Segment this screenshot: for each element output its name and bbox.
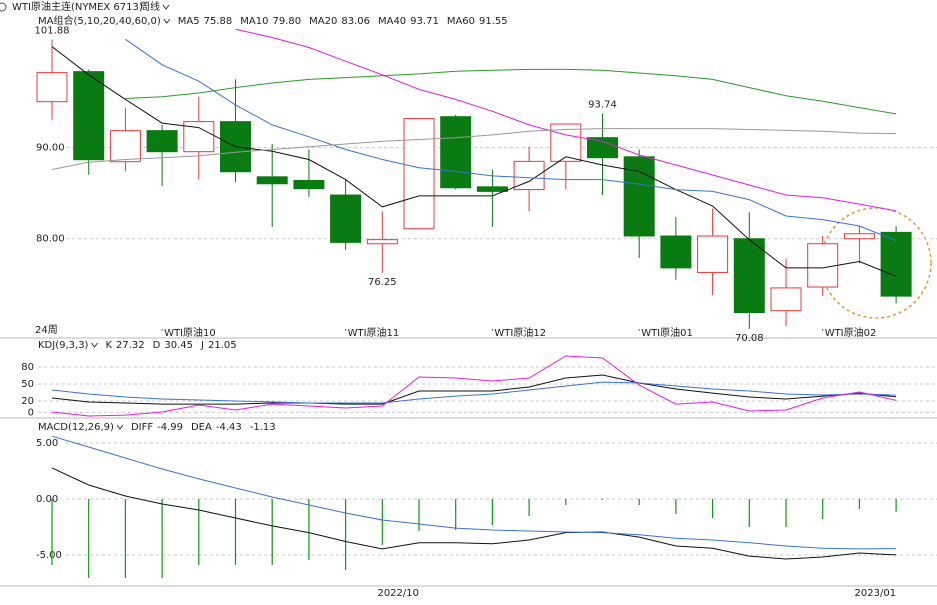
y-tick-label: 0 xyxy=(28,407,34,418)
price-annotation: 101.88 xyxy=(35,26,70,37)
candle-body xyxy=(733,238,765,314)
legend-name: J xyxy=(200,340,204,351)
legend-value: 21.05 xyxy=(208,340,237,351)
x-tick-label: WTI原油11 xyxy=(348,326,400,339)
period-count: 24周 xyxy=(35,324,58,336)
legend-value: 30.45 xyxy=(164,340,193,351)
legend-name: DIFF xyxy=(131,422,153,433)
candle-body xyxy=(623,156,655,237)
legend-value: 79.80 xyxy=(272,16,301,27)
indicator-title[interactable]: KDJ(9,3,3) xyxy=(38,340,89,351)
menu-icon[interactable] xyxy=(0,2,7,12)
legend-name: MA5 xyxy=(178,16,200,27)
y-tick-label: 80.00 xyxy=(36,234,65,245)
legend-name: MA60 xyxy=(447,16,475,27)
x-tick-label: 2023/01 xyxy=(855,588,897,599)
legend-value: 75.88 xyxy=(204,16,233,27)
y-tick-label: 5.00 xyxy=(36,438,58,449)
candle-body xyxy=(403,118,435,230)
legend-name: D xyxy=(153,340,161,351)
candle-body xyxy=(330,194,362,243)
indicator-title[interactable]: MACD(12,26,9) xyxy=(38,422,114,433)
candle-body xyxy=(843,233,875,240)
candle-body xyxy=(440,116,472,189)
candle-body xyxy=(146,130,178,153)
candle-body xyxy=(587,137,618,159)
y-tick-label: 20 xyxy=(21,396,34,407)
legend-value: 91.55 xyxy=(479,16,508,27)
y-tick-label: 50 xyxy=(21,379,34,390)
candle-body xyxy=(183,121,215,153)
price-annotation: 76.25 xyxy=(368,277,397,288)
dropdown-icon[interactable] xyxy=(116,424,124,430)
legend-value: 83.06 xyxy=(341,16,370,27)
candle-body xyxy=(36,72,68,103)
legend-name: MA10 xyxy=(240,16,268,27)
indicator-line xyxy=(51,381,897,404)
legend-name: MA20 xyxy=(309,16,337,27)
y-tick-label: 0.00 xyxy=(36,494,58,505)
ma-line xyxy=(125,38,897,242)
y-tick-label: 80 xyxy=(21,362,34,373)
legend-name: MA40 xyxy=(378,16,406,27)
x-tick-label: WTI原油10 xyxy=(164,326,216,339)
candle-body xyxy=(770,287,802,312)
legend-value: -1.13 xyxy=(250,422,276,433)
indicator-line xyxy=(51,355,897,417)
legend-value: -4.99 xyxy=(157,422,183,433)
x-tick-label: WTI原油02 xyxy=(825,326,877,339)
dropdown-icon[interactable] xyxy=(163,18,171,24)
ma-line xyxy=(51,128,897,170)
ma-line xyxy=(51,46,897,277)
dropdown-icon[interactable] xyxy=(91,342,98,348)
candle-body xyxy=(880,231,912,297)
price-annotation: 93.74 xyxy=(588,100,617,111)
legend-name: DEA xyxy=(191,422,212,433)
period-selector[interactable]: 周线 xyxy=(140,0,160,13)
candle-body xyxy=(256,176,288,185)
candle-body xyxy=(660,235,692,269)
indicator-line xyxy=(51,374,897,405)
candle-body xyxy=(807,243,839,288)
y-tick-label: 90.00 xyxy=(36,143,65,154)
highlight-circle xyxy=(820,207,932,319)
candle-body xyxy=(476,186,508,192)
x-tick-label: WTI原油12 xyxy=(494,326,546,339)
price-annotation: 70.08 xyxy=(735,333,764,344)
y-tick-label: -5.00 xyxy=(36,550,62,561)
candle-body xyxy=(109,130,141,163)
indicator-line xyxy=(51,435,897,550)
x-tick-label: 2022/10 xyxy=(377,588,419,599)
dropdown-icon[interactable] xyxy=(162,4,170,10)
ma-line xyxy=(125,68,897,115)
candle-body xyxy=(293,179,325,190)
legend-value: 93.71 xyxy=(410,16,439,27)
indicator-line xyxy=(51,467,897,560)
legend-name: K xyxy=(105,340,112,351)
legend-value: -4.43 xyxy=(216,422,242,433)
indicator-title[interactable]: MA组合(5,10,20,40,60,0) xyxy=(38,14,161,27)
legend-value: 27.32 xyxy=(116,340,145,351)
candle-body xyxy=(366,239,398,245)
x-tick-label: WTI原油01 xyxy=(641,326,693,339)
ma-line xyxy=(235,28,897,212)
candle-body xyxy=(697,235,729,273)
instrument-title: WTI原油主连(NYMEX 6713) xyxy=(12,0,143,13)
candle-body xyxy=(73,71,105,161)
